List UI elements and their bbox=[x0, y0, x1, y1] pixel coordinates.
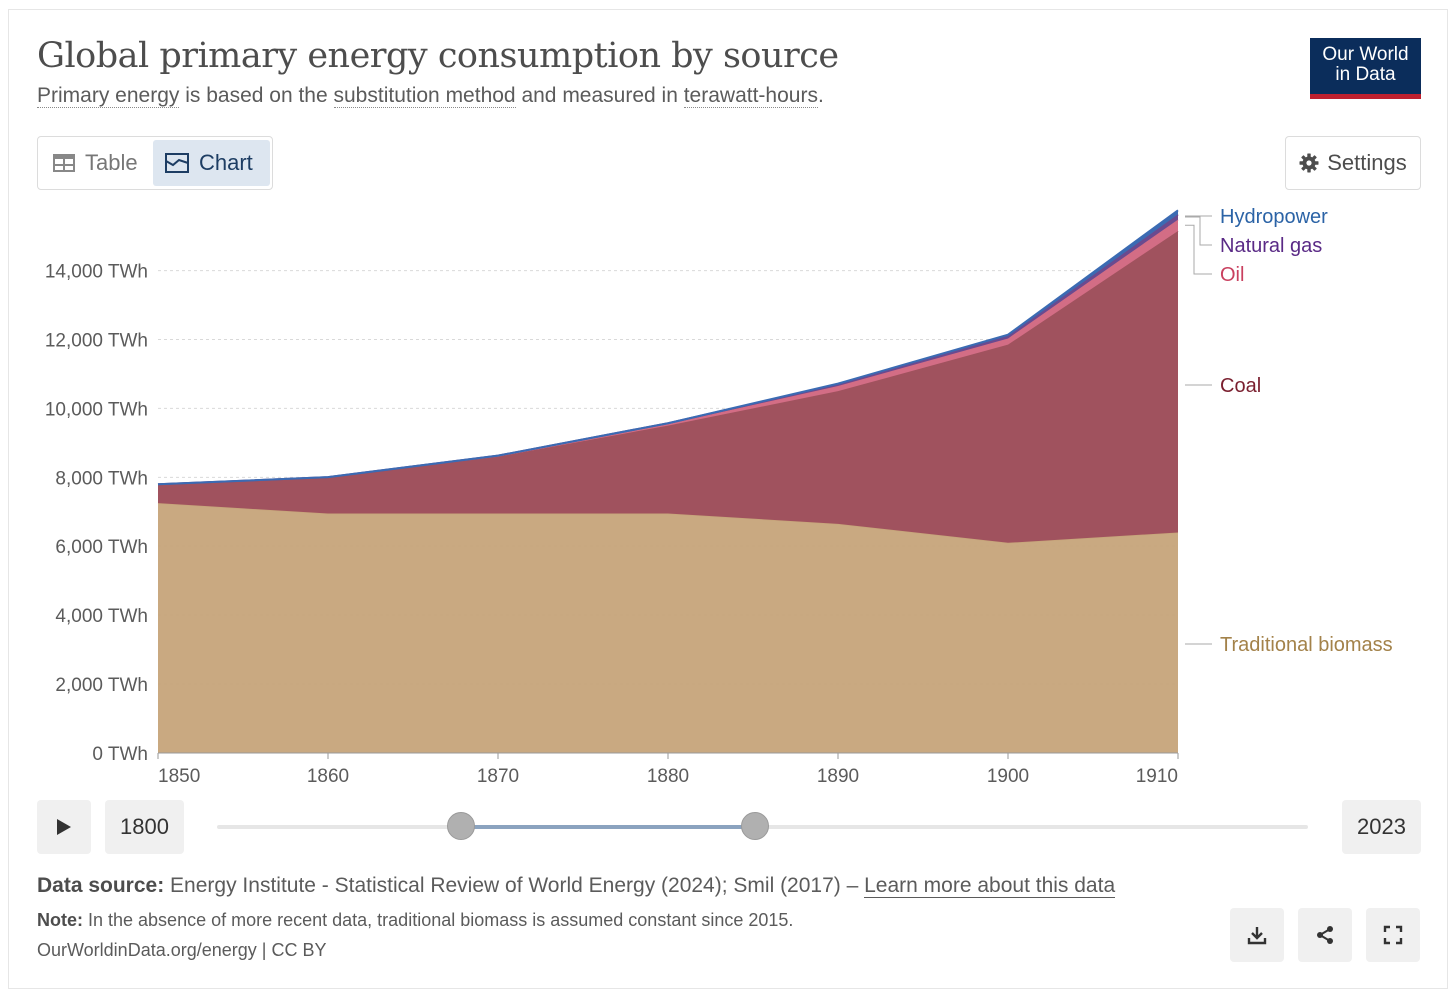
x-axis: 1850 1860 1870 1880 1890 1900 1910 bbox=[157, 752, 1179, 787]
x-tick-label: 1910 bbox=[1136, 766, 1178, 787]
y-axis: 0 TWh 2,000 TWh 4,000 TWh 6,000 TWh 8,000 TW… bbox=[45, 262, 148, 765]
view-toggle: Table Chart bbox=[37, 136, 273, 190]
data-source-text: Energy Institute - Statistical Review of… bbox=[164, 874, 865, 897]
tab-chart[interactable]: Chart bbox=[153, 140, 270, 186]
download-button[interactable] bbox=[1230, 908, 1284, 962]
primary-energy-link[interactable]: Primary energy bbox=[37, 84, 180, 108]
line-traditional-biomass bbox=[157, 502, 1179, 544]
note-text: In the absence of more recent data, trad… bbox=[83, 910, 794, 930]
timeline-start-year[interactable]: 1800 bbox=[105, 800, 184, 854]
terawatt-hours-link[interactable]: terawatt-hours bbox=[683, 84, 818, 108]
settings-button[interactable]: Settings bbox=[1285, 136, 1421, 190]
chart-title: Global primary energy consumption by sou… bbox=[37, 36, 839, 76]
stacked-area-chart: 0 TWh 2,000 TWh 4,000 TWh 6,000 TWh 8,000 TW… bbox=[45, 206, 1393, 787]
x-tick-label: 1890 bbox=[817, 766, 859, 787]
y-tick-label: 10,000 TWh bbox=[45, 399, 148, 420]
y-tick-label: 14,000 TWh bbox=[45, 262, 148, 283]
y-tick-label: 2,000 TWh bbox=[55, 675, 148, 696]
tab-table-label: Table bbox=[85, 150, 138, 175]
y-tick-label: 6,000 TWh bbox=[55, 537, 148, 558]
tab-table[interactable]: Table bbox=[41, 140, 153, 186]
subtitle-text-2: and measured in bbox=[515, 84, 684, 107]
subtitle-text-1: is based on the bbox=[179, 84, 334, 107]
license-text: OurWorldinData.org/energy | CC BY bbox=[37, 940, 327, 960]
learn-more-link[interactable]: Learn more about this data bbox=[864, 874, 1116, 898]
series-label-oil[interactable]: Oil bbox=[1220, 264, 1244, 286]
area-coal[interactable] bbox=[158, 230, 1178, 543]
owid-logo[interactable]: Our World in Data bbox=[1310, 38, 1421, 99]
substitution-method-link[interactable]: substitution method bbox=[333, 84, 516, 108]
y-tick-label: 4,000 TWh bbox=[55, 606, 148, 627]
y-tick-label: 0 TWh bbox=[92, 744, 148, 765]
series-labels: Traditional biomass Coal Oil Natural gas Hyd… bbox=[1185, 206, 1393, 656]
chart-frame bbox=[8, 9, 1448, 989]
x-tick-label: 1880 bbox=[647, 766, 689, 787]
data-source: Data source: Energy Institute - Statisti… bbox=[37, 874, 1116, 898]
logo-line-2: in Data bbox=[1335, 64, 1396, 85]
tab-chart-label: Chart bbox=[199, 150, 253, 175]
timeline-end-year[interactable]: 2023 bbox=[1342, 800, 1421, 854]
fullscreen-icon bbox=[1383, 925, 1403, 945]
share-button[interactable] bbox=[1298, 908, 1352, 962]
settings-label: Settings bbox=[1327, 150, 1407, 175]
timeline-start-handle[interactable] bbox=[447, 812, 476, 840]
data-source-label: Data source: bbox=[37, 874, 165, 897]
play-icon bbox=[57, 819, 71, 835]
y-tick-label: 12,000 TWh bbox=[45, 330, 148, 351]
logo-line-1: Our World bbox=[1322, 44, 1409, 65]
label-connector bbox=[1185, 216, 1212, 246]
series-label-traditional-biomass[interactable]: Traditional biomass bbox=[1220, 634, 1393, 656]
gear-icon bbox=[1299, 153, 1319, 173]
chart-note: Note: In the absence of more recent data… bbox=[37, 910, 793, 931]
fullscreen-button[interactable] bbox=[1366, 908, 1420, 962]
series-label-natural-gas[interactable]: Natural gas bbox=[1220, 235, 1322, 257]
series-label-hydropower[interactable]: Hydropower bbox=[1220, 206, 1328, 228]
chart-subtitle: Primary energy is based on the substitut… bbox=[37, 84, 824, 108]
series-areas bbox=[157, 209, 1179, 753]
line-hydropower bbox=[157, 209, 1179, 486]
area-traditional-biomass[interactable] bbox=[158, 503, 1178, 753]
x-tick-label: 1870 bbox=[477, 766, 519, 787]
x-tick-label: 1850 bbox=[158, 766, 200, 787]
subtitle-text-3: . bbox=[817, 84, 824, 107]
share-icon bbox=[1317, 926, 1333, 944]
y-tick-label: 8,000 TWh bbox=[55, 468, 148, 489]
download-icon bbox=[1247, 927, 1267, 945]
series-label-coal[interactable]: Coal bbox=[1220, 375, 1261, 397]
area-oil[interactable] bbox=[158, 219, 1178, 485]
note-label: Note: bbox=[37, 910, 83, 930]
table-icon bbox=[53, 154, 75, 172]
x-tick-label: 1900 bbox=[987, 766, 1029, 787]
x-tick-label: 1860 bbox=[307, 766, 349, 787]
chart-icon bbox=[165, 153, 189, 173]
timeline-end-handle[interactable] bbox=[740, 812, 769, 840]
timeline-selected-range bbox=[461, 825, 755, 829]
label-connector bbox=[1185, 224, 1212, 275]
play-button[interactable] bbox=[37, 800, 91, 854]
